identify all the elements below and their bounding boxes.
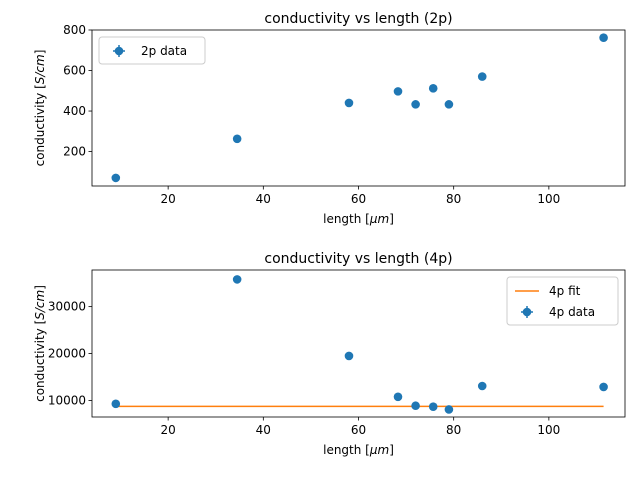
x-tick-label: 60 (351, 423, 366, 437)
x-tick-label: 20 (161, 423, 176, 437)
data-point (428, 402, 438, 411)
x-tick-label: 40 (256, 192, 271, 206)
data-point (428, 84, 438, 93)
x-axis-label-unit: μm (369, 443, 389, 457)
chart-title: conductivity vs length (2p) (264, 11, 452, 27)
data-point (444, 405, 454, 414)
y-axis-label-unit: S/cm (33, 54, 47, 84)
y-axis-label-unit: S/cm (33, 290, 47, 320)
x-axis-label-prefix: length [ (323, 212, 370, 226)
data-point (477, 381, 487, 391)
data-point (111, 399, 121, 409)
x-tick-label: 100 (537, 192, 560, 206)
legend-box (98, 36, 206, 65)
legend-swatch-marker (522, 307, 532, 317)
data-point (393, 392, 403, 402)
chart-panel-2: conductivity vs length (4p) 20 40 60 80 100 10… (33, 251, 626, 457)
x-axis-label-unit: μm (369, 212, 389, 226)
y-tick-label: 400 (63, 104, 86, 118)
x-axis-label-suffix: ] (389, 443, 394, 457)
data-point (444, 100, 454, 109)
data-point (599, 382, 608, 392)
legend: 2p data (98, 36, 206, 65)
x-axis-label-prefix: length [ (323, 443, 370, 457)
data-point (393, 87, 403, 96)
x-axis-label: length [μm] (323, 212, 394, 226)
y-axis-label-prefix: conductivity [ (33, 84, 47, 166)
chart-title: conductivity vs length (4p) (264, 251, 452, 267)
y-axis-label: conductivity [S/cm] (33, 285, 47, 402)
x-tick-label: 100 (537, 423, 560, 437)
chart-panel-1: conductivity vs length (2p) 20 40 60 80 100 20… (33, 11, 626, 226)
y-tick-label: 10000 (48, 394, 86, 408)
data-point (232, 275, 242, 284)
y-tick-label: 20000 (48, 347, 86, 361)
x-tick-label: 40 (256, 423, 271, 437)
y-axis-label-suffix: ] (33, 50, 47, 55)
legend-label: 4p data (549, 305, 595, 319)
data-point (344, 98, 354, 108)
x-axis-label: length [μm] (323, 443, 394, 457)
x-tick-label: 80 (446, 192, 461, 206)
data-point (599, 33, 608, 42)
x-tick-label: 60 (351, 192, 366, 206)
y-tick-label: 600 (63, 64, 86, 78)
data-point (344, 351, 354, 361)
legend-label: 2p data (141, 44, 187, 58)
y-tick-label: 30000 (48, 300, 86, 314)
y-tick-label: 800 (63, 23, 86, 37)
y-tick-label: 200 (63, 145, 86, 159)
legend-box (506, 276, 619, 326)
data-point (111, 173, 121, 183)
y-axis-label-suffix: ] (33, 285, 47, 290)
data-point (477, 72, 487, 81)
y-axis-label-prefix: conductivity [ (33, 320, 47, 402)
x-tick-label: 20 (161, 192, 176, 206)
legend-label: 4p fit (549, 284, 581, 298)
x-tick-label: 80 (446, 423, 461, 437)
legend-swatch-marker (114, 46, 124, 56)
x-axis-label-suffix: ] (389, 212, 394, 226)
data-point (411, 100, 420, 109)
data-point (232, 134, 242, 144)
y-axis-label: conductivity [S/cm] (33, 50, 47, 167)
data-point (411, 401, 420, 411)
legend: 4p fit 4p data (506, 276, 619, 326)
